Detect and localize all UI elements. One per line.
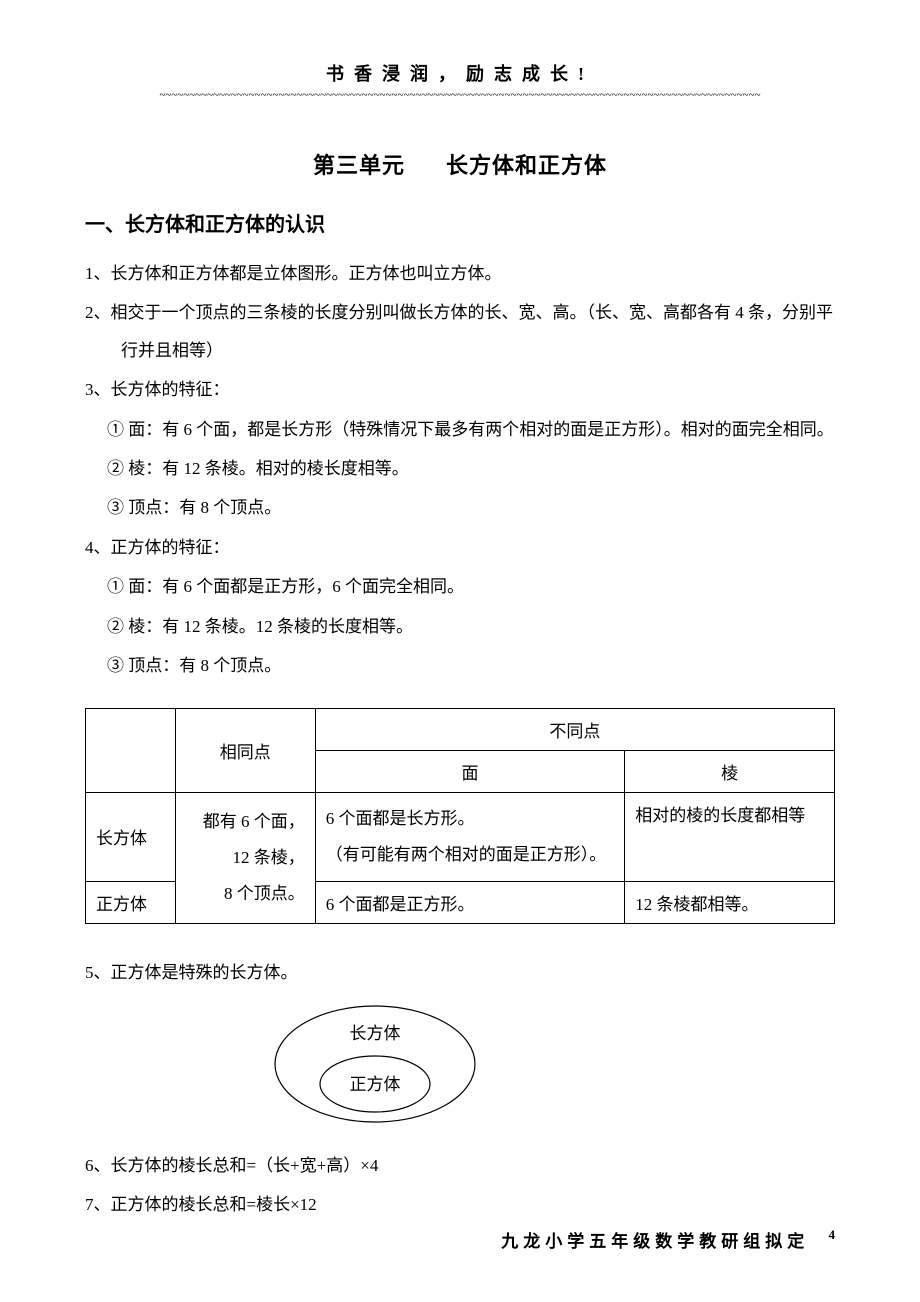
item-6: 6、长方体的棱长总和=（长+宽+高）×4 <box>85 1147 835 1184</box>
cuboid-face-l2: （有可能有两个相对的面是正方形）。 <box>326 845 607 864</box>
item-4-2: ② 棱：有 12 条棱。12 条棱的长度相等。 <box>85 608 835 645</box>
item-2: 2、相交于一个顶点的三条棱的长度分别叫做长方体的长、宽、高。（长、宽、高都各有 … <box>85 294 835 369</box>
section-1-body: 1、长方体和正方体都是立体图形。正方体也叫立方体。 2、相交于一个顶点的三条棱的… <box>85 255 835 684</box>
page-header-motto: 书香浸润，励志成长! <box>85 60 835 86</box>
item-3-2: ② 棱：有 12 条棱。相对的棱长度相等。 <box>85 450 835 487</box>
formulas: 6、长方体的棱长总和=（长+宽+高）×4 7、正方体的棱长总和=棱长×12 <box>85 1147 835 1224</box>
unit-title-left: 第三单元 <box>313 153 405 178</box>
item-1: 1、长方体和正方体都是立体图形。正方体也叫立方体。 <box>85 255 835 292</box>
cell-cuboid-name: 长方体 <box>86 793 176 881</box>
header-underline: ~~~~~~~~~~~~~~~~~~~~~~~~~~~~~~~~~~~~~~~~… <box>85 90 835 100</box>
same-line3: 8 个顶点。 <box>224 884 305 903</box>
item-4: 4、正方体的特征： <box>85 529 835 566</box>
page-number: 4 <box>829 1227 836 1242</box>
th-empty <box>86 709 176 793</box>
page-footer: 九龙小学五年级数学教研组拟定 4 <box>501 1227 835 1252</box>
same-line1: 都有 6 个面， <box>203 812 305 831</box>
table-header-row-1: 相同点 不同点 <box>86 709 835 751</box>
venn-svg: 长方体 正方体 <box>265 999 485 1129</box>
item-7: 7、正方体的棱长总和=棱长×12 <box>85 1186 835 1223</box>
cell-same: 都有 6 个面， 12 条棱， 8 个顶点。 <box>175 793 315 923</box>
same-line2: 12 条棱， <box>232 848 304 867</box>
venn-inner-label: 正方体 <box>350 1075 401 1094</box>
section-1-title: 一、长方体和正方体的认识 <box>85 208 835 237</box>
item-3-1: ① 面：有 6 个面，都是长方形（特殊情况下最多有两个相对的面是正方形）。相对的… <box>85 411 835 448</box>
venn-diagram: 长方体 正方体 <box>265 999 485 1129</box>
cell-cuboid-face: 6 个面都是长方形。 （有可能有两个相对的面是正方形）。 <box>315 793 625 881</box>
item-4-1: ① 面：有 6 个面都是正方形，6 个面完全相同。 <box>85 568 835 605</box>
item-4-3: ③ 顶点：有 8 个顶点。 <box>85 647 835 684</box>
footer-text: 九龙小学五年级数学教研组拟定 <box>501 1232 809 1251</box>
cell-cube-edge: 12 条棱都相等。 <box>625 881 835 923</box>
th-diff: 不同点 <box>315 709 834 751</box>
cell-cube-name: 正方体 <box>86 881 176 923</box>
th-same: 相同点 <box>175 709 315 793</box>
venn-outer-label: 长方体 <box>350 1024 401 1043</box>
th-edge: 棱 <box>625 751 835 793</box>
item-3-3: ③ 顶点：有 8 个顶点。 <box>85 489 835 526</box>
item-5: 5、正方体是特殊的长方体。 <box>85 954 835 991</box>
item-3: 3、长方体的特征： <box>85 371 835 408</box>
cell-cuboid-edge: 相对的棱的长度都相等 <box>625 793 835 881</box>
row-cuboid: 长方体 都有 6 个面， 12 条棱， 8 个顶点。 6 个面都是长方形。 （有… <box>86 793 835 881</box>
after-table-body: 5、正方体是特殊的长方体。 <box>85 954 835 991</box>
unit-title: 第三单元 长方体和正方体 <box>85 148 835 180</box>
comparison-table: 相同点 不同点 面 棱 长方体 都有 6 个面， 12 条棱， 8 个顶点。 6… <box>85 708 835 923</box>
unit-title-right: 长方体和正方体 <box>446 153 607 178</box>
cell-cube-face: 6 个面都是正方形。 <box>315 881 625 923</box>
cuboid-face-l1: 6 个面都是长方形。 <box>326 809 475 828</box>
th-face: 面 <box>315 751 625 793</box>
